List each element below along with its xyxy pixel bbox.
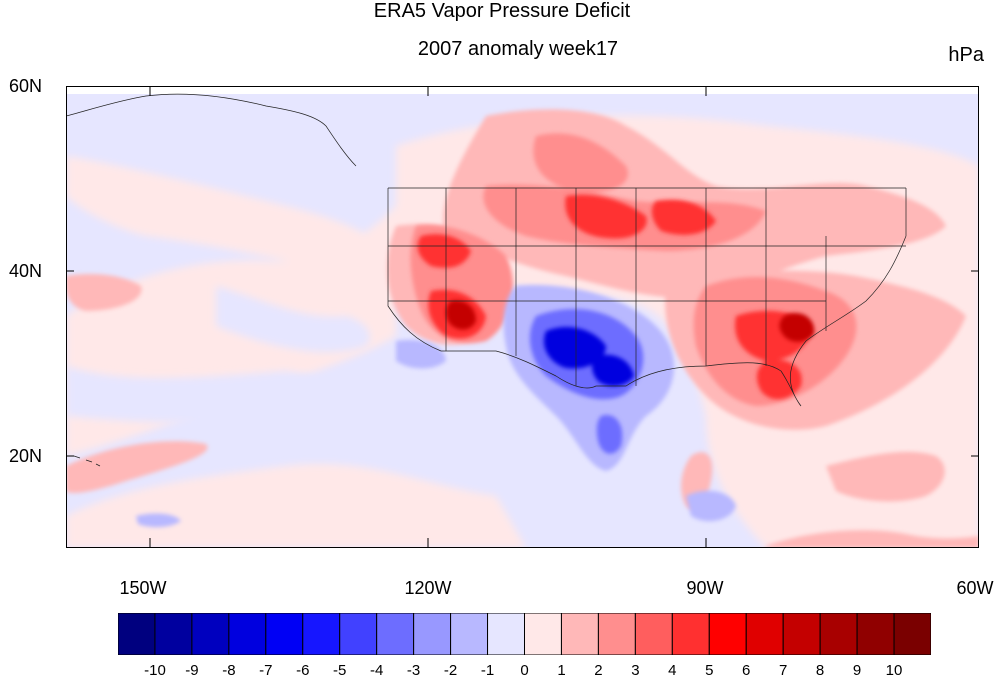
lon-label-90w: 90W <box>686 578 724 598</box>
colorbar-swatch <box>819 613 858 655</box>
colorbar-tick-label: 9 <box>852 662 862 679</box>
country-state-boundaries <box>387 187 907 407</box>
colorbar-swatch <box>487 613 525 655</box>
lon-label-60w: 60W <box>956 578 994 598</box>
colorbar-swatch <box>228 613 267 655</box>
colorbar-swatch <box>413 613 452 655</box>
colorbar-swatch <box>634 613 673 655</box>
pale-negative-areas <box>66 286 370 423</box>
colorbar-tick-label: 8 <box>815 662 825 679</box>
colorbar-tick-label: 6 <box>742 662 751 679</box>
lon-label-120w: 120W <box>404 578 452 598</box>
colorbar-tick-label: -7 <box>259 662 273 679</box>
colorbar-tick-label: -2 <box>443 662 458 679</box>
units-label: hPa <box>948 44 984 66</box>
lat-label-60n: 60N <box>8 76 42 96</box>
coastline-details <box>66 93 357 467</box>
lat-label-40n: 40N <box>8 261 42 281</box>
colorbar-tick-label: 3 <box>631 662 640 679</box>
map-title: ERA5 Vapor Pressure Deficit <box>373 0 631 22</box>
colorbar-swatch <box>597 613 636 655</box>
colorbar-tick-label: 4 <box>668 662 677 679</box>
colorbar-swatch <box>302 613 341 655</box>
anomaly-map <box>66 86 979 548</box>
strong-negative-areas <box>543 326 634 387</box>
colorbar-tick-label: 5 <box>705 662 714 679</box>
colorbar-swatch <box>450 613 489 655</box>
colorbar-swatch <box>376 613 415 655</box>
colorbar-swatch <box>524 613 562 655</box>
colorbar-tick-label: -4 <box>370 662 384 679</box>
colorbar-swatch <box>191 613 230 655</box>
colorbar-tick-label: 2 <box>594 662 603 679</box>
colorbar-tick-label: 1 <box>557 662 566 679</box>
colorbar <box>118 613 931 655</box>
colorbar-swatch <box>893 613 931 655</box>
colorbar-swatch <box>671 613 710 655</box>
lon-label-150w: 150W <box>119 578 167 598</box>
colorbar-tick-label: -8 <box>222 662 236 679</box>
peak-positive-areas <box>445 300 815 342</box>
colorbar-tick-label: 7 <box>779 662 788 679</box>
colorbar-swatch <box>339 613 378 655</box>
colorbar-swatch <box>856 613 895 655</box>
colorbar-tick-label: -3 <box>406 662 421 679</box>
colorbar-tick-label: 10 <box>885 662 903 679</box>
map-top-band <box>66 86 979 94</box>
colorbar-swatch <box>118 613 156 655</box>
colorbar-tick-label: -10 <box>144 662 166 679</box>
axis-ticks <box>66 86 979 548</box>
strong-positive-areas <box>417 194 811 400</box>
colorbar-tick-label: -9 <box>185 662 199 679</box>
colorbar-tick-label: -5 <box>333 662 347 679</box>
colorbar-tick-label: -1 <box>480 662 495 679</box>
lat-label-20n: 20N <box>8 446 42 466</box>
colorbar-swatch <box>560 613 599 655</box>
colorbar-swatch <box>745 613 784 655</box>
axis-frame <box>66 86 979 548</box>
colorbar-swatch <box>708 613 747 655</box>
colorbar-swatch <box>782 613 821 655</box>
colorbar-swatch <box>265 613 304 655</box>
colorbar-swatch <box>154 613 193 655</box>
map-subtitle: 2007 anomaly week17 <box>417 38 619 60</box>
colorbar-tick-label: -6 <box>296 662 310 679</box>
colorbar-tick-label: 0 <box>520 662 529 679</box>
